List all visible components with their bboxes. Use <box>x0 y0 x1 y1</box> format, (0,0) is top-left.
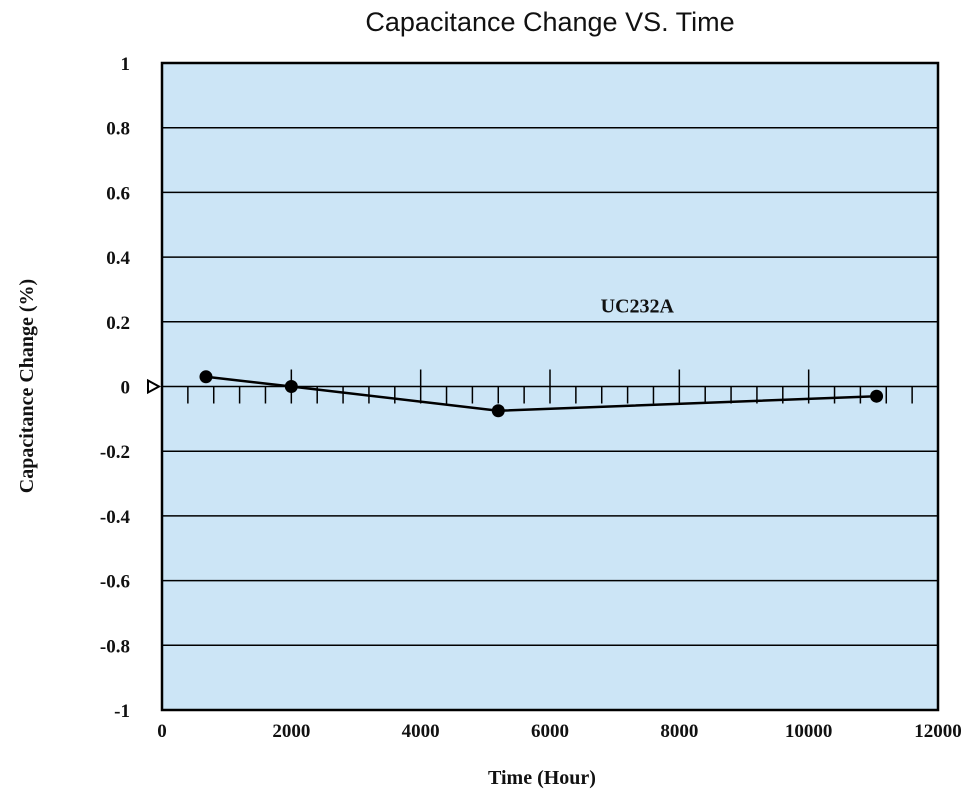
x-tick-labels: 0 2000 4000 6000 8000 10000 12000 <box>157 721 962 742</box>
x-tick-label: 4000 <box>402 721 440 742</box>
data-point <box>491 404 505 418</box>
y-tick-label: 0.8 <box>106 119 130 140</box>
y-tick-label: -0.8 <box>100 636 130 657</box>
x-tick-label: 10000 <box>785 721 833 742</box>
x-tick-label: 12000 <box>914 721 962 742</box>
y-tick-label: 1 <box>121 54 131 75</box>
data-point <box>199 370 213 384</box>
y-tick-label: -0.2 <box>100 442 130 463</box>
y-tick-label: -0.6 <box>100 572 130 593</box>
y-tick-label: -1 <box>114 701 130 722</box>
x-axis-label: Time (Hour) <box>488 767 596 789</box>
series-annotation: UC232A <box>601 296 675 318</box>
x-tick-label: 0 <box>157 721 167 742</box>
annotations: UC232A <box>601 296 675 318</box>
x-tick-label: 8000 <box>660 721 698 742</box>
y-tick-label: 0.2 <box>106 313 130 334</box>
series-group <box>199 370 884 418</box>
y-tick-label: 0 <box>121 378 131 399</box>
x-tick-label: 2000 <box>272 721 310 742</box>
data-point <box>284 380 298 393</box>
zero-marker-icon <box>147 378 162 395</box>
y-tick-label: -0.4 <box>100 507 131 528</box>
y-tick-label: 0.6 <box>106 183 130 204</box>
y-axis-label: Capacitance Change (%) <box>16 279 38 493</box>
y-tick-labels: 1 0.8 0.6 0.4 0.2 0 -0.2 -0.4 -0.6 -0.8 -1 <box>100 54 131 722</box>
data-point <box>870 389 884 403</box>
chart-title: Capacitance Change VS. Time <box>365 7 734 37</box>
x-tick-label: 6000 <box>531 721 569 742</box>
plot-border <box>160 61 940 712</box>
series-line <box>205 375 877 413</box>
y-tick-label: 0.4 <box>106 248 130 269</box>
